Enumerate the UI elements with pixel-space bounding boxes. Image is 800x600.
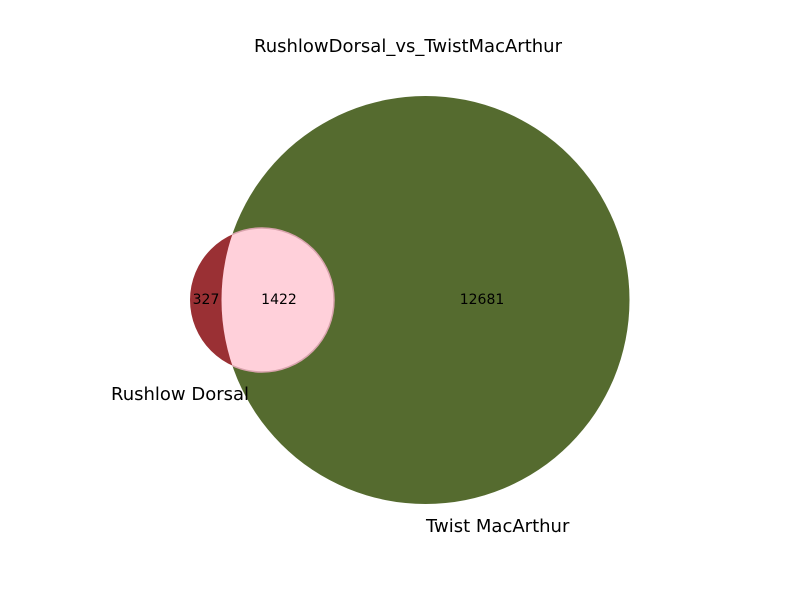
chart-title: RushlowDorsal_vs_TwistMacArthur [254, 36, 563, 57]
overlap-region [221, 228, 334, 372]
overlap-count: 1422 [261, 292, 297, 308]
only-rushlow-dorsal-count: 327 [193, 292, 220, 308]
twist-macarthur-label: Twist MacArthur [425, 516, 570, 537]
overlap-outline [221, 227, 335, 373]
rushlow-dorsal-label: Rushlow Dorsal [111, 384, 249, 405]
twist-macarthur-circle [221, 96, 630, 504]
only-twist-macarthur-count: 12681 [460, 292, 505, 308]
